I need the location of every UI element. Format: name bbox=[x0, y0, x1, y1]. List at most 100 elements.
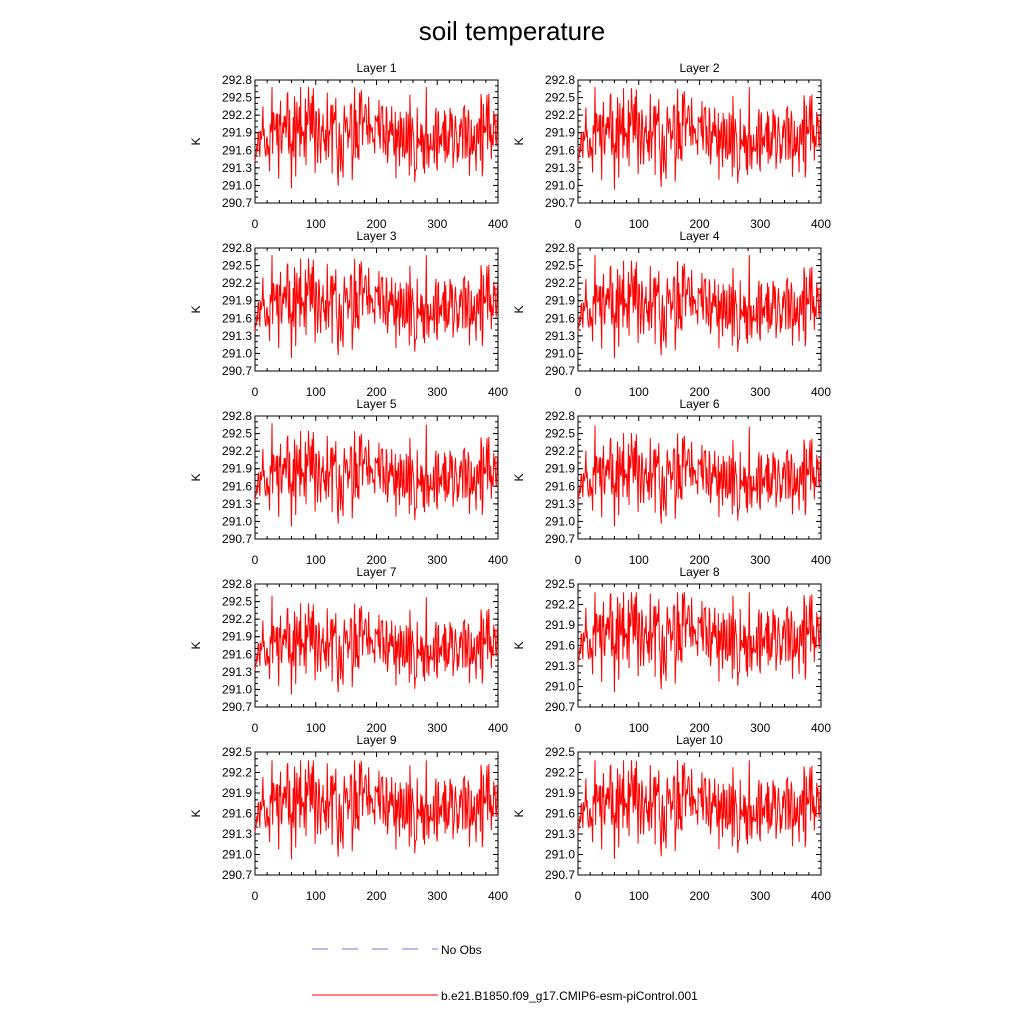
y-tick-label: 290.7 bbox=[222, 364, 252, 378]
y-tick-label: 291.9 bbox=[545, 294, 575, 308]
legend-no-obs-label: No Obs bbox=[441, 943, 482, 957]
series-line bbox=[254, 423, 498, 527]
y-tick-label: 291.3 bbox=[545, 161, 575, 175]
series-line bbox=[577, 425, 821, 527]
y-tick-label: 292.8 bbox=[545, 409, 575, 423]
panel-6: Layer 6 0 100 200 300 400 292.8 292.5 292.2 291.9… bbox=[512, 397, 831, 567]
x-tick-label: 200 bbox=[366, 385, 386, 399]
y-tick-label: 292.8 bbox=[545, 73, 575, 87]
y-tick-label: 291.0 bbox=[545, 514, 575, 528]
x-tick-label: 0 bbox=[575, 217, 582, 231]
y-tick-label: 291.0 bbox=[222, 178, 252, 192]
y-tick-label: 291.3 bbox=[222, 497, 252, 511]
x-tick-label: 300 bbox=[750, 721, 770, 735]
x-tick-label: 200 bbox=[689, 553, 709, 567]
panel-title: Layer 7 bbox=[356, 565, 396, 579]
x-tick-label: 400 bbox=[811, 217, 831, 231]
x-tick-label: 0 bbox=[252, 385, 259, 399]
y-tick-label: 292.2 bbox=[545, 598, 575, 612]
y-tick-label: 292.5 bbox=[222, 259, 252, 273]
y-tick-label: 291.3 bbox=[545, 329, 575, 343]
y-tick-label: 291.3 bbox=[222, 665, 252, 679]
x-tick-label: 400 bbox=[811, 721, 831, 735]
y-tick-label: 292.2 bbox=[545, 444, 575, 458]
y-tick-label: 292.8 bbox=[545, 241, 575, 255]
panel-5: Layer 5 0 100 200 300 400 292.8 292.5 292.2 291.9… bbox=[189, 397, 508, 567]
y-tick-label: 290.7 bbox=[545, 700, 575, 714]
y-tick-label: 291.6 bbox=[222, 807, 252, 821]
panel-3: Layer 3 0 100 200 300 400 292.8 292.5 292.2 291.9… bbox=[189, 229, 508, 399]
x-tick-label: 100 bbox=[629, 553, 649, 567]
x-tick-label: 0 bbox=[575, 889, 582, 903]
y-tick-label: 291.6 bbox=[545, 479, 575, 493]
panel-2: Layer 2 0 100 200 300 400 292.8 292.5 292.2 291.9… bbox=[512, 61, 831, 231]
y-tick-label: 290.7 bbox=[545, 868, 575, 882]
y-axis-label: K bbox=[512, 137, 526, 145]
y-tick-label: 292.2 bbox=[545, 766, 575, 780]
y-tick-label: 291.6 bbox=[222, 479, 252, 493]
y-tick-label: 292.2 bbox=[545, 108, 575, 122]
panel-4: Layer 4 0 100 200 300 400 292.8 292.5 292.2 291.9… bbox=[512, 229, 831, 399]
y-tick-label: 292.2 bbox=[222, 444, 252, 458]
y-tick-label: 291.9 bbox=[545, 786, 575, 800]
x-tick-label: 400 bbox=[811, 553, 831, 567]
panel-title: Layer 5 bbox=[356, 397, 396, 411]
panel-title: Layer 1 bbox=[356, 61, 396, 75]
x-tick-label: 300 bbox=[427, 553, 447, 567]
x-tick-label: 200 bbox=[366, 553, 386, 567]
x-tick-label: 400 bbox=[488, 217, 508, 231]
x-tick-label: 400 bbox=[488, 889, 508, 903]
y-tick-label: 291.9 bbox=[545, 126, 575, 140]
y-tick-label: 292.5 bbox=[545, 259, 575, 273]
y-tick-label: 292.8 bbox=[222, 409, 252, 423]
y-tick-label: 291.3 bbox=[545, 827, 575, 841]
y-tick-label: 291.3 bbox=[545, 659, 575, 673]
x-tick-label: 100 bbox=[306, 889, 326, 903]
x-tick-label: 200 bbox=[366, 721, 386, 735]
panel-9: Layer 9 0 100 200 300 400 292.5 292.2 291.9 291.6… bbox=[189, 733, 508, 903]
x-tick-label: 100 bbox=[629, 385, 649, 399]
panel-title: Layer 9 bbox=[356, 733, 396, 747]
y-tick-label: 291.3 bbox=[545, 497, 575, 511]
series-line bbox=[577, 255, 821, 359]
panel-title: Layer 10 bbox=[676, 733, 723, 747]
y-tick-label: 291.9 bbox=[222, 126, 252, 140]
y-tick-label: 291.3 bbox=[222, 827, 252, 841]
x-tick-label: 300 bbox=[750, 553, 770, 567]
figure-title: soil temperature bbox=[419, 16, 605, 46]
y-tick-label: 291.9 bbox=[222, 786, 252, 800]
panel-8: Layer 8 0 100 200 300 400 292.5 292.2 291.9 291.6… bbox=[512, 565, 831, 735]
y-tick-label: 292.2 bbox=[545, 276, 575, 290]
series-line bbox=[254, 87, 498, 189]
y-tick-label: 292.5 bbox=[545, 91, 575, 105]
x-tick-label: 400 bbox=[488, 721, 508, 735]
y-axis-label: K bbox=[189, 305, 203, 313]
y-axis-label: K bbox=[512, 809, 526, 817]
x-tick-label: 200 bbox=[689, 385, 709, 399]
y-tick-label: 291.0 bbox=[222, 682, 252, 696]
y-tick-label: 290.7 bbox=[545, 196, 575, 210]
y-tick-label: 291.6 bbox=[222, 311, 252, 325]
x-tick-label: 0 bbox=[575, 553, 582, 567]
y-tick-label: 291.6 bbox=[222, 143, 252, 157]
series-line bbox=[577, 592, 821, 692]
y-tick-label: 291.9 bbox=[222, 294, 252, 308]
x-tick-label: 100 bbox=[306, 385, 326, 399]
x-tick-label: 100 bbox=[629, 889, 649, 903]
series-line bbox=[254, 595, 498, 695]
y-tick-label: 292.5 bbox=[545, 427, 575, 441]
x-tick-label: 300 bbox=[750, 385, 770, 399]
y-tick-label: 290.7 bbox=[545, 532, 575, 546]
y-tick-label: 292.5 bbox=[545, 745, 575, 759]
panels-grid: Layer 10 100 200 300 400292.8292.5292.2291.9… bbox=[189, 61, 831, 903]
y-tick-label: 291.6 bbox=[545, 639, 575, 653]
y-tick-label: 290.7 bbox=[545, 364, 575, 378]
y-tick-label: 292.8 bbox=[222, 577, 252, 591]
y-tick-label: 292.5 bbox=[222, 595, 252, 609]
y-tick-label: 292.5 bbox=[222, 745, 252, 759]
x-tick-label: 100 bbox=[306, 217, 326, 231]
legend-model-label: b.e21.B1850.f09_g17.CMIP6-esm-piControl.… bbox=[441, 989, 698, 1003]
y-tick-label: 292.2 bbox=[222, 612, 252, 626]
x-tick-label: 400 bbox=[811, 385, 831, 399]
